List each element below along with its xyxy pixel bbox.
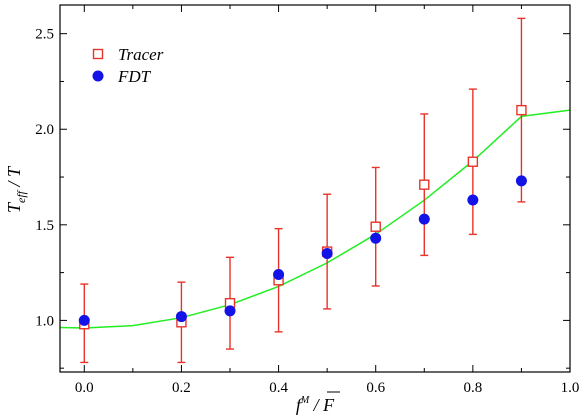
fdt-point	[467, 194, 479, 206]
axes: 0.0 0.2 0.4 0.6 0.8 1.0 1.0 1.5 2.0 2.5	[35, 4, 580, 396]
fdt-point	[175, 311, 187, 323]
tracer-point	[419, 179, 430, 190]
legend-fdt-marker	[92, 70, 104, 82]
fdt-point	[418, 213, 430, 225]
legend-tracer-label: Tracer	[118, 45, 164, 64]
fit-curve	[60, 109, 570, 329]
axis-titles: fM / F Teff / T	[4, 165, 340, 415]
tracer-point	[370, 221, 381, 232]
legend-fdt-label: FDT	[117, 67, 152, 86]
fdt-point	[224, 305, 236, 317]
plot-frame	[59, 4, 571, 373]
legend-tracer-marker	[92, 48, 104, 60]
x-axis-title: fM / F	[296, 395, 335, 415]
y-tick-label: 1.0	[35, 313, 54, 329]
y-tick-label: 1.5	[35, 218, 54, 234]
y-axis-title: Teff / T	[4, 165, 28, 213]
tracer-point	[467, 156, 479, 167]
x-tick-label: 0.8	[463, 380, 482, 396]
y-tick-label: 2.5	[35, 27, 54, 43]
fdt-point	[370, 232, 382, 244]
x-tick-label: 0.0	[75, 380, 94, 396]
legend: Tracer FDT	[92, 45, 164, 86]
fdt-point	[515, 175, 527, 187]
fdt-point	[321, 247, 333, 259]
plot-area	[60, 17, 570, 364]
x-tick-label: 1.0	[561, 380, 580, 396]
fdt-point	[273, 269, 285, 281]
x-tick-label: 0.2	[172, 380, 191, 396]
tracer-point	[516, 104, 527, 116]
y-tick-label: 2.0	[35, 122, 54, 138]
fdt-point	[78, 314, 90, 326]
x-tick-label: 0.4	[269, 380, 288, 396]
x-tick-label: 0.6	[366, 380, 385, 396]
